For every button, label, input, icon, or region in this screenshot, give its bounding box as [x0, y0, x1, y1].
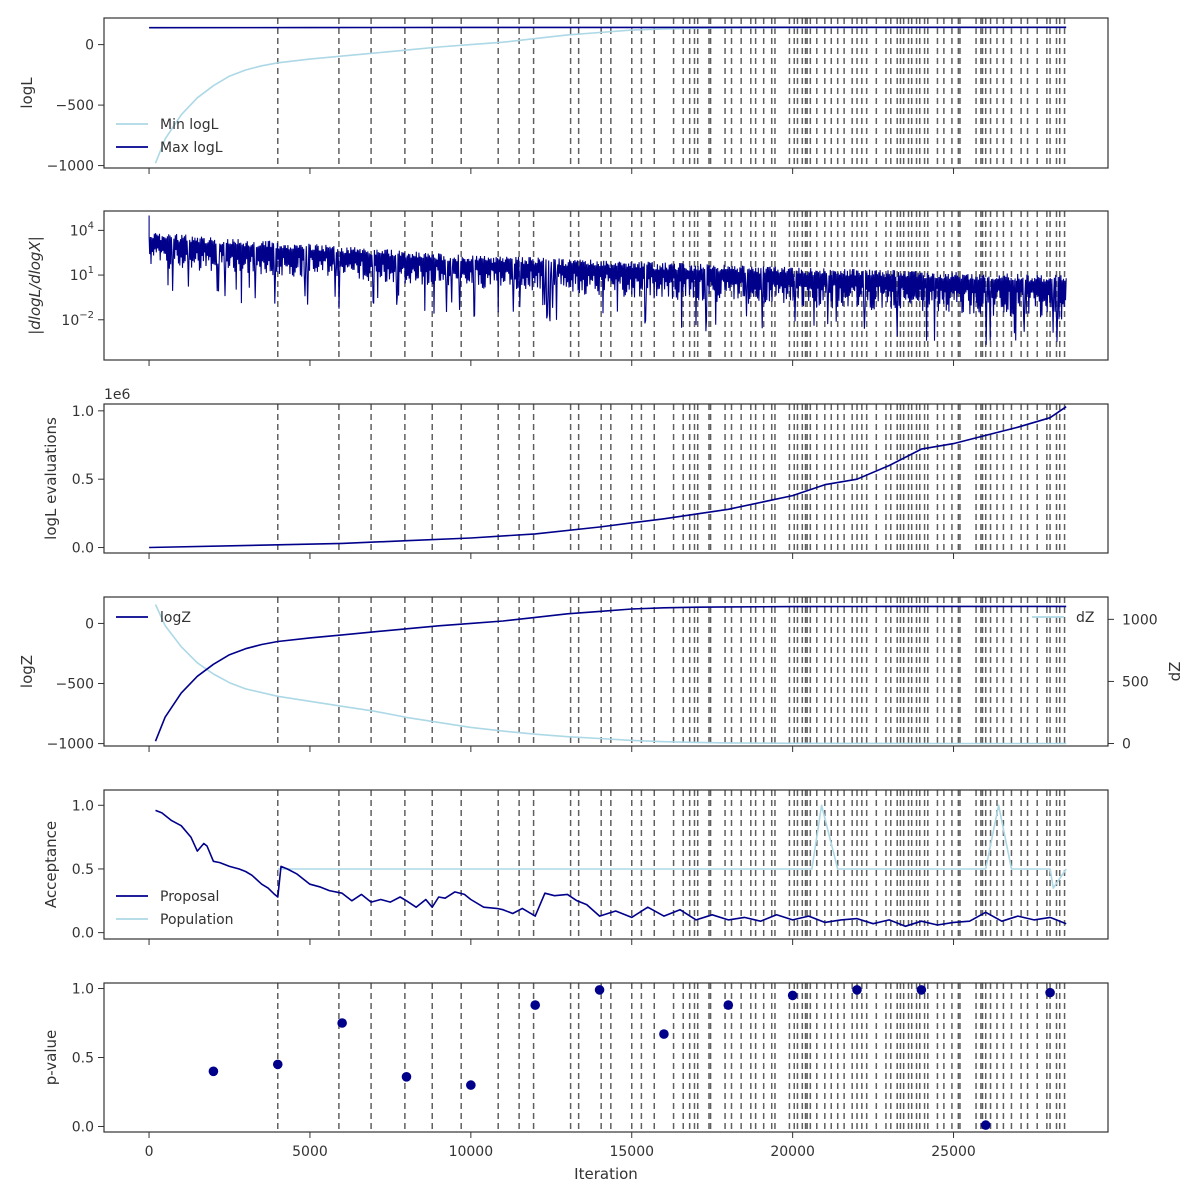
x-tick-label: 0 — [145, 1144, 154, 1160]
p-value-point-8 — [723, 1000, 733, 1010]
axes-frame-5 — [104, 983, 1108, 1132]
p-value-point-4 — [466, 1080, 476, 1090]
p-value-point-12 — [981, 1120, 991, 1130]
y-axis-label: |dlogL/dlogX| — [26, 236, 44, 335]
y-offset-label: 1e6 — [104, 387, 131, 403]
dlogl-series-line — [149, 216, 1066, 345]
y-tick-label: 0.0 — [72, 926, 94, 942]
y-axis-label: p-value — [42, 1030, 60, 1086]
p-value-point-6 — [595, 985, 605, 995]
panel-logl-evaluations: 0.0 0.5 1.0 logL evaluations 1e6 — [42, 387, 1108, 559]
y-tick-label: 1.0 — [72, 982, 94, 998]
legend-label: dZ — [1076, 610, 1094, 626]
axes-frame-4 — [104, 790, 1108, 939]
y2-tick-label: 500 — [1122, 674, 1149, 690]
y-tick-label: 0.5 — [72, 472, 94, 488]
x-tick-label: 15000 — [609, 1144, 654, 1160]
y-tick-label: 0.0 — [72, 1119, 94, 1135]
y-tick-label: −500 — [56, 98, 94, 114]
p-value-point-1 — [273, 1060, 283, 1070]
x-axis-label: Iteration — [574, 1165, 638, 1183]
axes-frame-0 — [104, 18, 1108, 168]
y-tick-label: −1000 — [47, 737, 94, 753]
y-tick-label: 0 — [85, 38, 94, 54]
y-tick-label: −1000 — [47, 159, 94, 175]
axes-frame-3 — [104, 597, 1108, 746]
p-value-point-2 — [337, 1018, 347, 1028]
logl-evaluations-line — [149, 407, 1066, 548]
x-tick-label: 25000 — [931, 1144, 976, 1160]
legend-label: Max logL — [160, 140, 223, 156]
y2-tick-label: 1000 — [1122, 612, 1158, 628]
p-value-point-13 — [1045, 988, 1055, 998]
y-tick-label: 104 — [70, 220, 94, 239]
y-tick-label: 10−2 — [61, 310, 94, 329]
p-value-point-0 — [209, 1066, 219, 1076]
panel-logz-dz: 0 −500 −1000 logZ 1000 500 0 dZ logZ dZ — [18, 597, 1184, 753]
panel-logl: 0 −500 −1000 logL Min logL Max logL — [18, 18, 1108, 175]
y-axis-label: logZ — [18, 655, 36, 688]
y2-tick-label: 0 — [1122, 737, 1131, 753]
x-tick-label: 5000 — [292, 1144, 328, 1160]
p-value-point-7 — [659, 1029, 669, 1039]
x-tick-label: 10000 — [449, 1144, 494, 1160]
panel-dlogl-dlogx: 104 101 10−2 |dlogL/dlogX| — [26, 211, 1108, 366]
p-value-point-10 — [852, 985, 862, 995]
y-axis-label: logL evaluations — [42, 417, 60, 540]
population-acceptance-line — [278, 805, 1066, 888]
y-tick-label: 1.0 — [72, 404, 94, 420]
y-tick-label: 0.5 — [72, 1051, 94, 1067]
y2-axis-label: dZ — [1166, 662, 1184, 682]
p-value-point-11 — [917, 985, 927, 995]
panel-acceptance: 0.0 0.5 1.0 Acceptance Proposal Population — [42, 790, 1108, 945]
y-axis-label: logL — [18, 77, 36, 109]
x-tick-label: 20000 — [770, 1144, 815, 1160]
legend-label: Population — [160, 912, 234, 928]
p-value-point-5 — [530, 1000, 540, 1010]
y-tick-label: 101 — [70, 265, 94, 284]
panel-p-value: 0.0 0.5 1.0 p-value 0 5000 10000 15000 20000 2500… — [42, 982, 1108, 1183]
legend-label: logZ — [160, 610, 191, 626]
y-tick-label: 0.5 — [72, 862, 94, 878]
legend-label: Proposal — [160, 889, 219, 905]
y-tick-label: 1.0 — [72, 798, 94, 814]
y-tick-label: 0 — [85, 616, 94, 632]
p-value-point-9 — [788, 991, 798, 1001]
y-tick-label: −500 — [56, 677, 94, 693]
y-tick-label: 0.0 — [72, 541, 94, 557]
y-axis-label: Acceptance — [42, 821, 60, 908]
p-value-point-3 — [402, 1072, 412, 1082]
axes-frame-2 — [104, 404, 1108, 553]
legend-label: Min logL — [160, 117, 219, 133]
